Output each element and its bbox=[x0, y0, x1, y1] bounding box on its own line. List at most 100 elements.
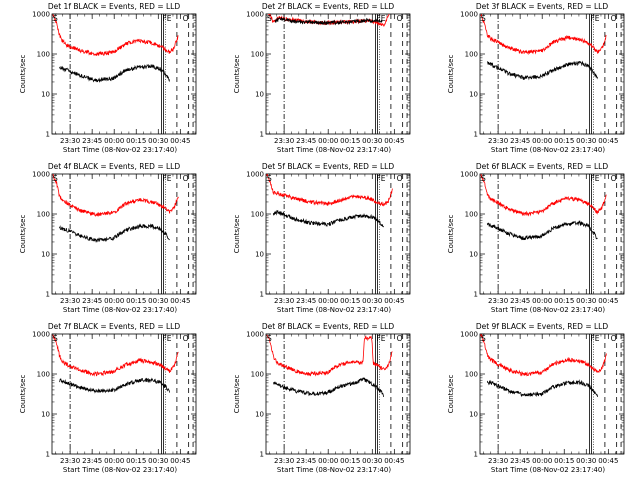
y-tick-label: 100 bbox=[465, 371, 478, 379]
marker-label-fe: FE bbox=[162, 334, 171, 343]
y-tick-label: 1000 bbox=[32, 11, 50, 19]
y-tick-label: 100 bbox=[465, 211, 478, 219]
events-series-line bbox=[486, 60, 598, 81]
events-series-line bbox=[59, 377, 170, 394]
x-tick-label: 00:45 bbox=[384, 457, 404, 465]
x-tick-label: 00:30 bbox=[576, 137, 596, 145]
plot-frame bbox=[479, 333, 625, 455]
marker-label-s: S bbox=[481, 14, 486, 23]
marker-label-s: S bbox=[53, 174, 58, 183]
marker-label-fe: FE bbox=[590, 174, 599, 183]
y-tick-label: 1 bbox=[474, 291, 478, 299]
x-axis-label: Start Time (08-Nov-02 23:17:40) bbox=[63, 466, 177, 474]
y-tick-label: 1000 bbox=[460, 11, 478, 19]
x-tick-label: 23:45 bbox=[510, 297, 530, 305]
x-axis-label: Start Time (08-Nov-02 23:17:40) bbox=[491, 146, 605, 154]
plot-frame bbox=[265, 13, 411, 135]
y-axis-label: Counts/sec bbox=[19, 215, 27, 254]
marker-label-o: O bbox=[611, 14, 617, 23]
y-tick-label: 1 bbox=[260, 451, 264, 459]
y-tick-label: 1000 bbox=[32, 171, 50, 179]
x-tick-label: 00:15 bbox=[554, 297, 574, 305]
x-tick-label: 00:30 bbox=[362, 137, 382, 145]
plot-frame bbox=[265, 173, 411, 295]
y-axis-label: Counts/sec bbox=[447, 215, 455, 254]
x-tick-label: 00:00 bbox=[318, 457, 338, 465]
lld-series-line bbox=[480, 14, 607, 56]
detector-panel: Det 6f BLACK = Events, RED = LLD 1 10 100 10… bbox=[447, 162, 625, 314]
lld-series-line bbox=[52, 174, 179, 217]
y-tick-label: 100 bbox=[465, 51, 478, 59]
x-tick-label: 00:30 bbox=[362, 457, 382, 465]
plot-frame bbox=[265, 333, 411, 455]
detector-panel: Det 7f BLACK = Events, RED = LLD 1 10 100 10… bbox=[19, 322, 197, 474]
y-tick-label: 100 bbox=[251, 371, 264, 379]
y-axis-label: Counts/sec bbox=[233, 375, 241, 414]
x-axis-label: Start Time (08-Nov-02 23:17:40) bbox=[63, 306, 177, 314]
x-tick-label: 00:30 bbox=[148, 457, 168, 465]
panel-title: Det 9f BLACK = Events, RED = LLD bbox=[476, 322, 609, 331]
x-tick-label: 00:45 bbox=[170, 137, 190, 145]
marker-label-s: S bbox=[267, 174, 272, 183]
y-tick-label: 10 bbox=[255, 251, 264, 259]
x-tick-label: 00:15 bbox=[554, 457, 574, 465]
plot-frame bbox=[51, 173, 197, 295]
panel-title: Det 5f BLACK = Events, RED = LLD bbox=[262, 162, 395, 171]
events-series-line bbox=[58, 64, 170, 83]
x-tick-label: 00:30 bbox=[576, 297, 596, 305]
x-tick-label: 23:45 bbox=[510, 137, 530, 145]
marker-label-o: O bbox=[183, 174, 189, 183]
plot-area bbox=[266, 334, 408, 454]
events-series-line bbox=[58, 223, 170, 243]
marker-label-o: O bbox=[183, 334, 189, 343]
x-tick-label: 00:30 bbox=[148, 137, 168, 145]
x-tick-label: 00:15 bbox=[126, 457, 146, 465]
plot-area bbox=[480, 174, 622, 294]
x-tick-label: 00:00 bbox=[104, 297, 124, 305]
x-tick-label: 00:15 bbox=[340, 297, 360, 305]
plot-frame bbox=[51, 13, 197, 135]
plot-area bbox=[52, 174, 194, 294]
x-tick-label: 00:45 bbox=[598, 137, 618, 145]
lld-series-line bbox=[52, 334, 179, 377]
marker-label-o: O bbox=[611, 334, 617, 343]
y-tick-label: 1 bbox=[260, 131, 264, 139]
marker-label-fe: FE bbox=[376, 14, 385, 23]
x-tick-label: 23:30 bbox=[488, 137, 508, 145]
x-axis-label: Start Time (08-Nov-02 23:17:40) bbox=[277, 466, 391, 474]
plot-area bbox=[52, 334, 194, 454]
x-tick-label: 23:30 bbox=[274, 297, 294, 305]
x-tick-label: 00:15 bbox=[126, 137, 146, 145]
marker-label-s: S bbox=[53, 14, 58, 23]
x-tick-label: 00:45 bbox=[598, 457, 618, 465]
marker-label-o: O bbox=[183, 14, 189, 23]
y-tick-label: 1000 bbox=[32, 331, 50, 339]
plot-frame bbox=[479, 173, 625, 295]
marker-label-s: S bbox=[53, 334, 58, 343]
lld-series-line bbox=[266, 174, 393, 207]
lld-series-line bbox=[480, 174, 607, 217]
y-axis-label: Counts/sec bbox=[447, 375, 455, 414]
y-tick-label: 10 bbox=[41, 251, 50, 259]
y-tick-label: 1000 bbox=[246, 11, 264, 19]
y-tick-label: 100 bbox=[37, 51, 50, 59]
x-tick-label: 00:15 bbox=[340, 137, 360, 145]
x-tick-label: 00:45 bbox=[170, 297, 190, 305]
y-tick-label: 10 bbox=[469, 411, 478, 419]
x-tick-label: 00:00 bbox=[532, 297, 552, 305]
y-axis-label: Counts/sec bbox=[447, 55, 455, 94]
x-tick-label: 23:30 bbox=[60, 457, 80, 465]
y-tick-label: 10 bbox=[469, 91, 478, 99]
events-series-line bbox=[486, 220, 598, 241]
y-tick-label: 100 bbox=[37, 211, 50, 219]
plot-area bbox=[52, 14, 194, 134]
y-tick-label: 1000 bbox=[460, 331, 478, 339]
x-tick-label: 23:30 bbox=[488, 297, 508, 305]
y-tick-label: 1000 bbox=[460, 171, 478, 179]
plot-area bbox=[480, 334, 622, 454]
marker-label-fe: FE bbox=[162, 174, 171, 183]
lld-series-line bbox=[266, 334, 393, 377]
x-tick-label: 00:30 bbox=[148, 297, 168, 305]
events-series-line bbox=[486, 379, 598, 398]
y-tick-label: 10 bbox=[255, 411, 264, 419]
